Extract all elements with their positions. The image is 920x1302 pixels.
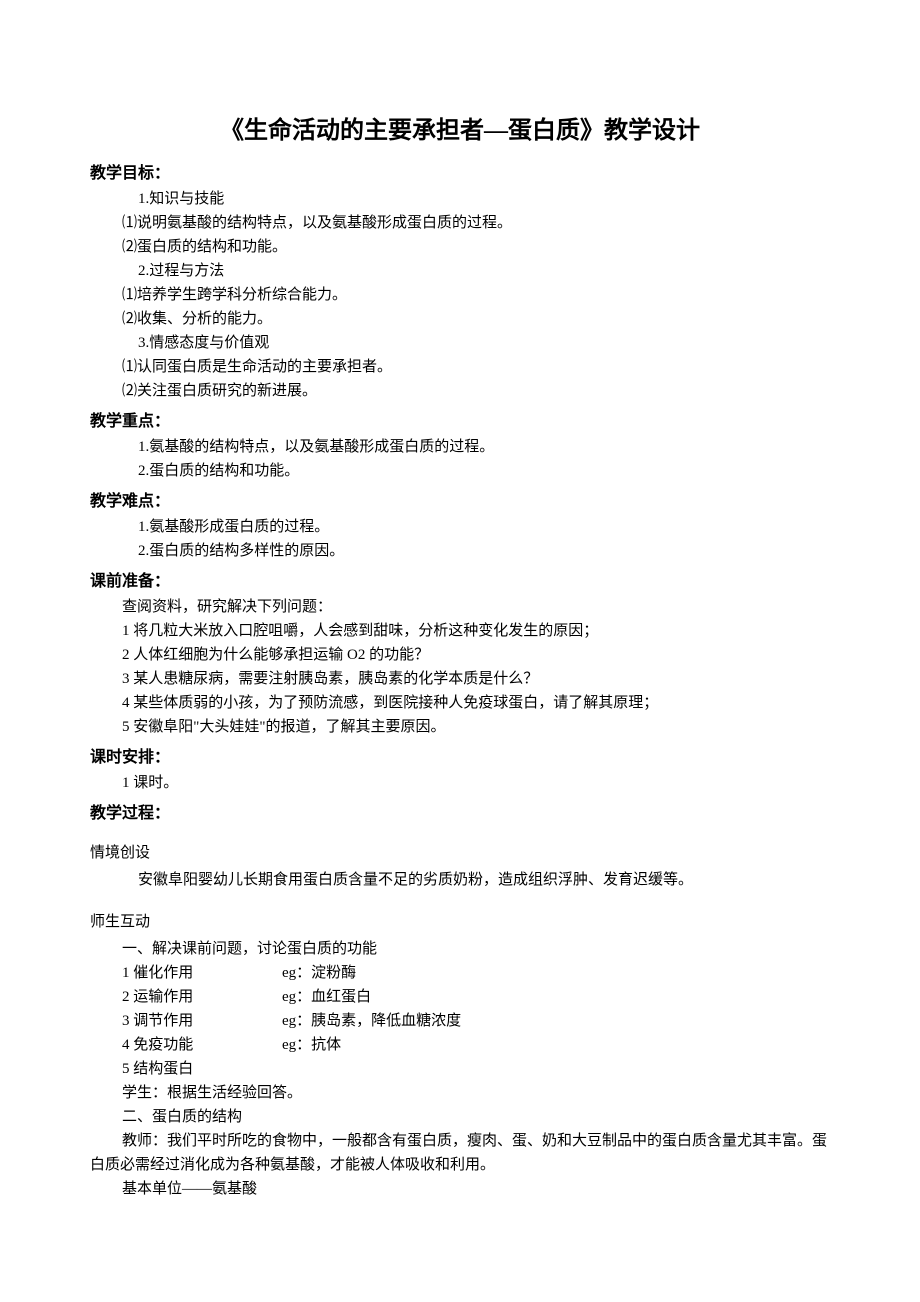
keypoints-item2: 2.蛋白质的结构和功能。	[90, 459, 830, 483]
function-eg-4: eg：抗体	[282, 1033, 341, 1057]
function-label-5: 5 结构蛋白	[90, 1057, 830, 1081]
goals-s1-title: 1.知识与技能	[90, 187, 830, 211]
scene-text: 安徽阜阳婴幼儿长期食用蛋白质含量不足的劣质奶粉，造成组织浮肿、发育迟缓等。	[90, 868, 830, 892]
goals-heading: 教学目标：	[90, 159, 830, 183]
schedule-text: 1 课时。	[90, 771, 830, 795]
difficulties-item2: 2.蛋白质的结构多样性的原因。	[90, 539, 830, 563]
document-title: 《生命活动的主要承担者—蛋白质》教学设计	[90, 110, 830, 145]
function-row-4: 4 免疫功能 eg：抗体	[90, 1033, 830, 1057]
scene-label: 情境创设	[90, 841, 830, 865]
goals-s2-item1: ⑴培养学生跨学科分析综合能力。	[90, 283, 830, 307]
schedule-heading: 课时安排：	[90, 743, 830, 767]
function-eg-3: eg：胰岛素，降低血糖浓度	[282, 1009, 461, 1033]
goals-s3-title: 3.情感态度与价值观	[90, 331, 830, 355]
keypoints-item1: 1.氨基酸的结构特点，以及氨基酸形成蛋白质的过程。	[90, 435, 830, 459]
preparation-q5: 5 安徽阜阳"大头娃娃"的报道，了解其主要原因。	[90, 715, 830, 739]
preparation-q3: 3 某人患糖尿病，需要注射胰岛素，胰岛素的化学本质是什么？	[90, 667, 830, 691]
process-heading: 教学过程：	[90, 799, 830, 823]
goals-s1-item2: ⑵蛋白质的结构和功能。	[90, 235, 830, 259]
function-row-2: 2 运输作用 eg：血红蛋白	[90, 985, 830, 1009]
goals-s3-item1: ⑴认同蛋白质是生命活动的主要承担者。	[90, 355, 830, 379]
preparation-intro: 查阅资料，研究解决下列问题：	[90, 595, 830, 619]
preparation-q2: 2 人体红细胞为什么能够承担运输 O2 的功能？	[90, 643, 830, 667]
difficulties-heading: 教学难点：	[90, 487, 830, 511]
interact-label: 师生互动	[90, 910, 830, 934]
function-label-1: 1 催化作用	[122, 961, 282, 985]
student-line: 学生：根据生活经验回答。	[90, 1081, 830, 1105]
goals-s2-title: 2.过程与方法	[90, 259, 830, 283]
keypoints-heading: 教学重点：	[90, 407, 830, 431]
part2-title: 二、蛋白质的结构	[90, 1105, 830, 1129]
function-label-3: 3 调节作用	[122, 1009, 282, 1033]
function-row-1: 1 催化作用 eg：淀粉酶	[90, 961, 830, 985]
function-label-2: 2 运输作用	[122, 985, 282, 1009]
teacher-paragraph: 教师：我们平时所吃的食物中，一般都含有蛋白质，瘦肉、蛋、奶和大豆制品中的蛋白质含…	[90, 1129, 830, 1177]
preparation-heading: 课前准备：	[90, 567, 830, 591]
goals-s1-item1: ⑴说明氨基酸的结构特点，以及氨基酸形成蛋白质的过程。	[90, 211, 830, 235]
goals-s3-item2: ⑵关注蛋白质研究的新进展。	[90, 379, 830, 403]
part1-title: 一、解决课前问题，讨论蛋白质的功能	[90, 937, 830, 961]
function-eg-2: eg：血红蛋白	[282, 985, 371, 1009]
function-label-4: 4 免疫功能	[122, 1033, 282, 1057]
preparation-q1: 1 将几粒大米放入口腔咀嚼，人会感到甜味，分析这种变化发生的原因；	[90, 619, 830, 643]
goals-s2-item2: ⑵收集、分析的能力。	[90, 307, 830, 331]
preparation-q4: 4 某些体质弱的小孩，为了预防流感，到医院接种人免疫球蛋白，请了解其原理；	[90, 691, 830, 715]
function-eg-1: eg：淀粉酶	[282, 961, 356, 985]
difficulties-item1: 1.氨基酸形成蛋白质的过程。	[90, 515, 830, 539]
function-row-3: 3 调节作用 eg：胰岛素，降低血糖浓度	[90, 1009, 830, 1033]
unit-line: 基本单位——氨基酸	[90, 1177, 830, 1201]
